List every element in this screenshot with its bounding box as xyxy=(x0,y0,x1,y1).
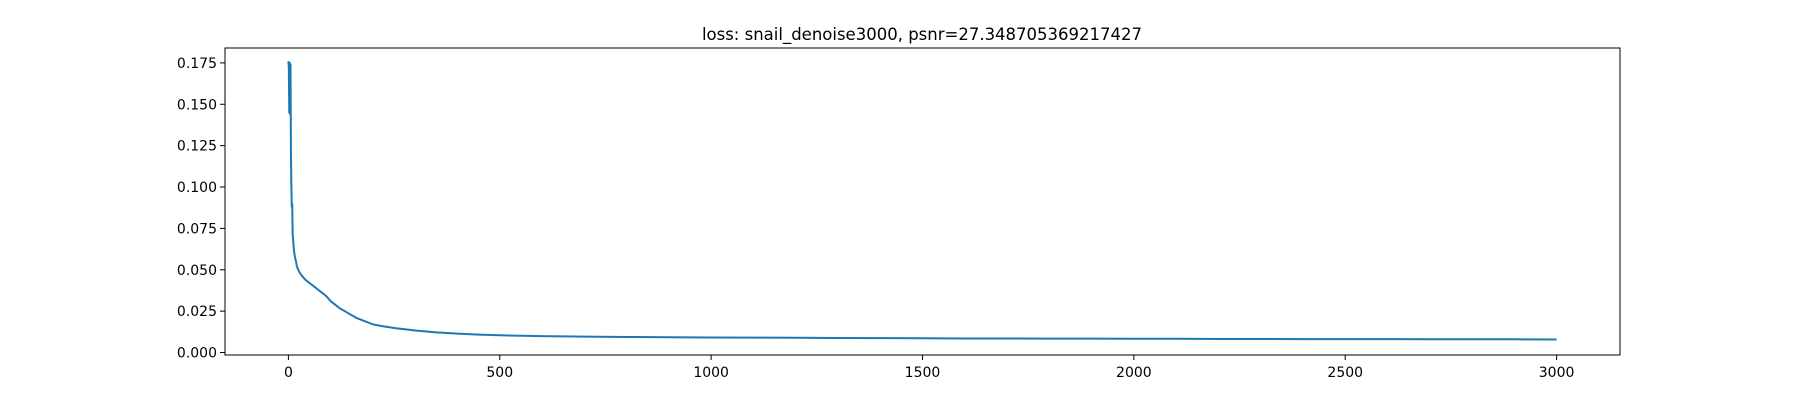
y-tick-label: 0.175 xyxy=(177,56,217,72)
plot-frame xyxy=(224,47,1621,356)
loss-series-line xyxy=(287,61,1557,341)
x-tick-label: 1000 xyxy=(693,365,729,381)
x-tick-label: 0 xyxy=(284,365,293,381)
y-tick-label: 0.100 xyxy=(177,180,217,196)
x-tick-label: 1500 xyxy=(905,365,941,381)
series-layer xyxy=(287,61,1557,341)
chart-title: loss: snail_denoise3000, psnr=27.3487053… xyxy=(702,25,1142,45)
y-tick-label: 0.150 xyxy=(177,97,217,113)
x-tick-label: 2500 xyxy=(1327,365,1363,381)
x-tick-label: 500 xyxy=(486,365,513,381)
axis-ticks: 0 500 1000 1500 2000 2500 3000 0.000 0.025 0.050 0… xyxy=(177,56,1575,381)
y-tick-label: 0.050 xyxy=(177,263,217,279)
x-tick-label: 3000 xyxy=(1539,365,1575,381)
x-tick-label: 2000 xyxy=(1116,365,1152,381)
y-tick-label: 0.000 xyxy=(177,346,217,362)
y-tick-label: 0.025 xyxy=(177,304,217,320)
y-tick-label: 0.125 xyxy=(177,139,217,155)
y-tick-label: 0.075 xyxy=(177,221,217,237)
